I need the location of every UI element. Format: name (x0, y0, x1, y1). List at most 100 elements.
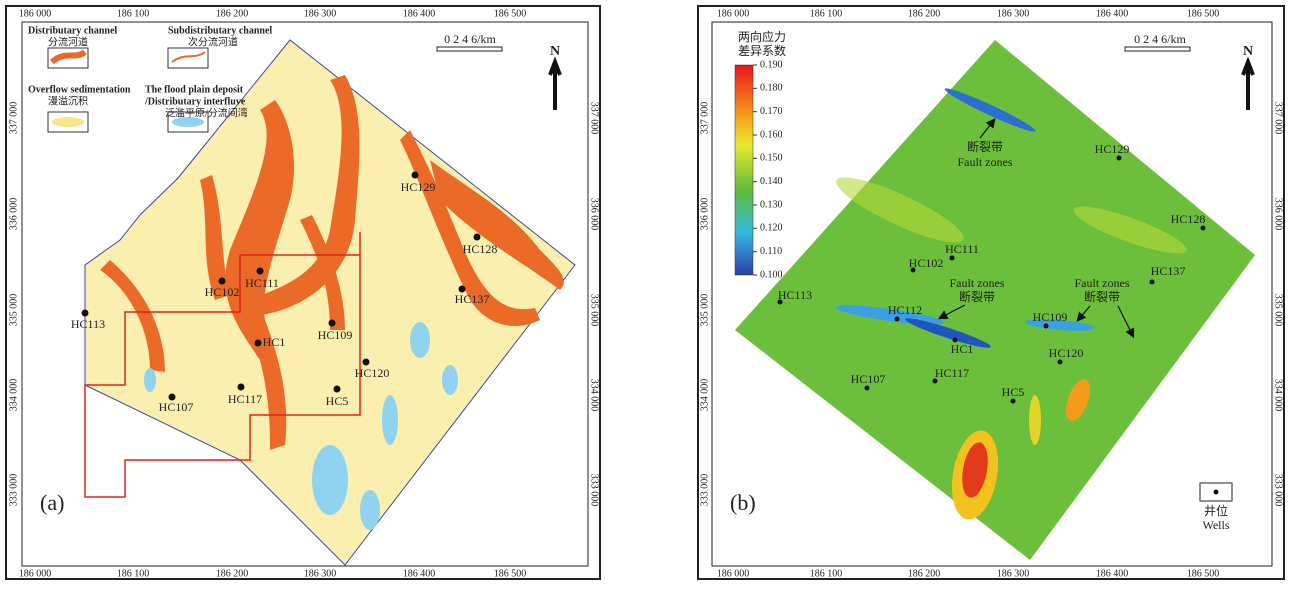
north-arrow-b (1241, 56, 1255, 110)
x-coord-label: 186 300 (997, 568, 1030, 579)
scale-bar-b (1124, 46, 1191, 52)
colorbar-title: 两向应力 (738, 29, 786, 44)
panel-label: (a) (40, 490, 64, 515)
well (328, 319, 336, 327)
fault-annotation: 断裂带 (959, 289, 995, 304)
legend-en: Distributary channel (28, 25, 117, 36)
well (411, 171, 419, 179)
legend-zh: 分流河道 (48, 35, 88, 48)
scale-label: 0 2 4 6/km (1134, 32, 1186, 46)
legend-zh: 漫溢沉积 (48, 94, 88, 107)
well (362, 358, 370, 366)
x-coord-label: 186 200 (216, 8, 249, 19)
fault-annotation: Fault zones (950, 276, 1005, 290)
well-legend-label: 井位 (1204, 503, 1228, 518)
y-coord-label: 333 000 (1273, 474, 1284, 507)
colorbar-tick-label: 0.160 (760, 129, 783, 140)
well-label: HC112 (888, 303, 922, 317)
y-coord-label: 334 000 (1273, 379, 1284, 412)
well-legend-label: Wells (1202, 518, 1229, 532)
x-coord-label: 186 300 (304, 568, 337, 579)
well-label: HC113 (71, 317, 105, 331)
well-label: HC113 (778, 288, 812, 302)
well (1200, 225, 1206, 231)
well (256, 267, 264, 275)
x-coord-label: 186 400 (403, 568, 436, 579)
y-coord-label: 334 000 (589, 379, 600, 412)
well-label: HC109 (1033, 310, 1068, 324)
well (910, 267, 916, 273)
well (864, 385, 870, 391)
y-coord-label: 336 000 (589, 198, 600, 231)
well-label: HC128 (463, 242, 498, 256)
legend-zh: 次分流河道 (188, 35, 238, 48)
inner-frame-b (711, 21, 1273, 567)
x-coord-label: 186 400 (1096, 8, 1129, 19)
north-label: N (1243, 44, 1253, 59)
x-coord-label: 186 000 (717, 8, 750, 19)
well-label: HC117 (228, 392, 262, 406)
north-arrow-a (548, 56, 562, 110)
well (949, 255, 955, 261)
well-label: HC102 (909, 256, 944, 270)
well (952, 337, 958, 343)
well-label: HC107 (159, 400, 194, 414)
y-coord-label: 335 000 (1273, 294, 1284, 327)
legend-en: Subdistributary channel (168, 25, 272, 36)
study-outline (84, 232, 361, 498)
fault-annotation: 断裂带 (967, 139, 1003, 154)
well-label: HC129 (1095, 142, 1130, 156)
well-label: HC128 (1171, 212, 1206, 226)
stress-features (835, 88, 1187, 520)
colorbar-tick-label: 0.100 (760, 269, 783, 280)
inner-frame-a (21, 21, 589, 567)
well-label: HC137 (455, 292, 490, 306)
well (458, 285, 466, 293)
well (218, 277, 226, 285)
x-coord-label: 186 000 (19, 568, 52, 579)
fault-annotation: Fault zones (958, 155, 1013, 169)
fault-annotation: Fault zones (1075, 276, 1130, 290)
x-coord-label: 186 300 (997, 8, 1030, 19)
y-coord-label: 334 000 (699, 379, 710, 412)
y-coord-label: 336 000 (1273, 198, 1284, 231)
scale-label: 0 2 4 6/km (444, 32, 496, 46)
x-coord-label: 186 100 (117, 568, 150, 579)
x-coord-label: 186 500 (494, 568, 527, 579)
x-coord-label: 186 100 (810, 8, 843, 19)
colorbar-tick-label: 0.140 (760, 176, 783, 187)
colorbar-tick-label: 0.170 (760, 106, 783, 117)
x-coord-label: 186 200 (908, 8, 941, 19)
x-coord-label: 186 400 (403, 8, 436, 19)
y-coord-label: 335 000 (699, 294, 710, 327)
colorbar-tick-label: 0.190 (760, 59, 783, 70)
well (333, 385, 341, 393)
y-coord-label: 336 000 (699, 198, 710, 231)
colorbar-tick-label: 0.120 (760, 223, 783, 234)
x-coord-label: 186 400 (1096, 568, 1129, 579)
colorbar-tick-label: 0.150 (760, 153, 783, 164)
well-label: HC5 (1002, 385, 1025, 399)
well-label: HC117 (935, 366, 969, 380)
well-label: HC137 (1151, 264, 1186, 278)
frame-b (697, 5, 1285, 580)
well-legend-dot (1213, 489, 1219, 495)
x-coord-label: 186 300 (304, 8, 337, 19)
colorbar-tick-label: 0.110 (760, 246, 782, 257)
legend-a (47, 47, 209, 133)
x-coord-label: 186 100 (810, 568, 843, 579)
well-label: HC120 (1049, 346, 1084, 360)
y-coord-label: 337 000 (699, 102, 710, 135)
well (1010, 398, 1016, 404)
y-coord-label: 335 000 (8, 294, 19, 327)
colorbar (734, 64, 754, 276)
well (237, 383, 245, 391)
well-label: HC111 (245, 276, 279, 290)
panel-label: (b) (730, 490, 756, 515)
well-label: HC1 (951, 342, 974, 356)
x-coord-label: 186 500 (1187, 8, 1220, 19)
legend-en: The flood plain deposit (145, 84, 244, 95)
y-coord-label: 335 000 (589, 294, 600, 327)
